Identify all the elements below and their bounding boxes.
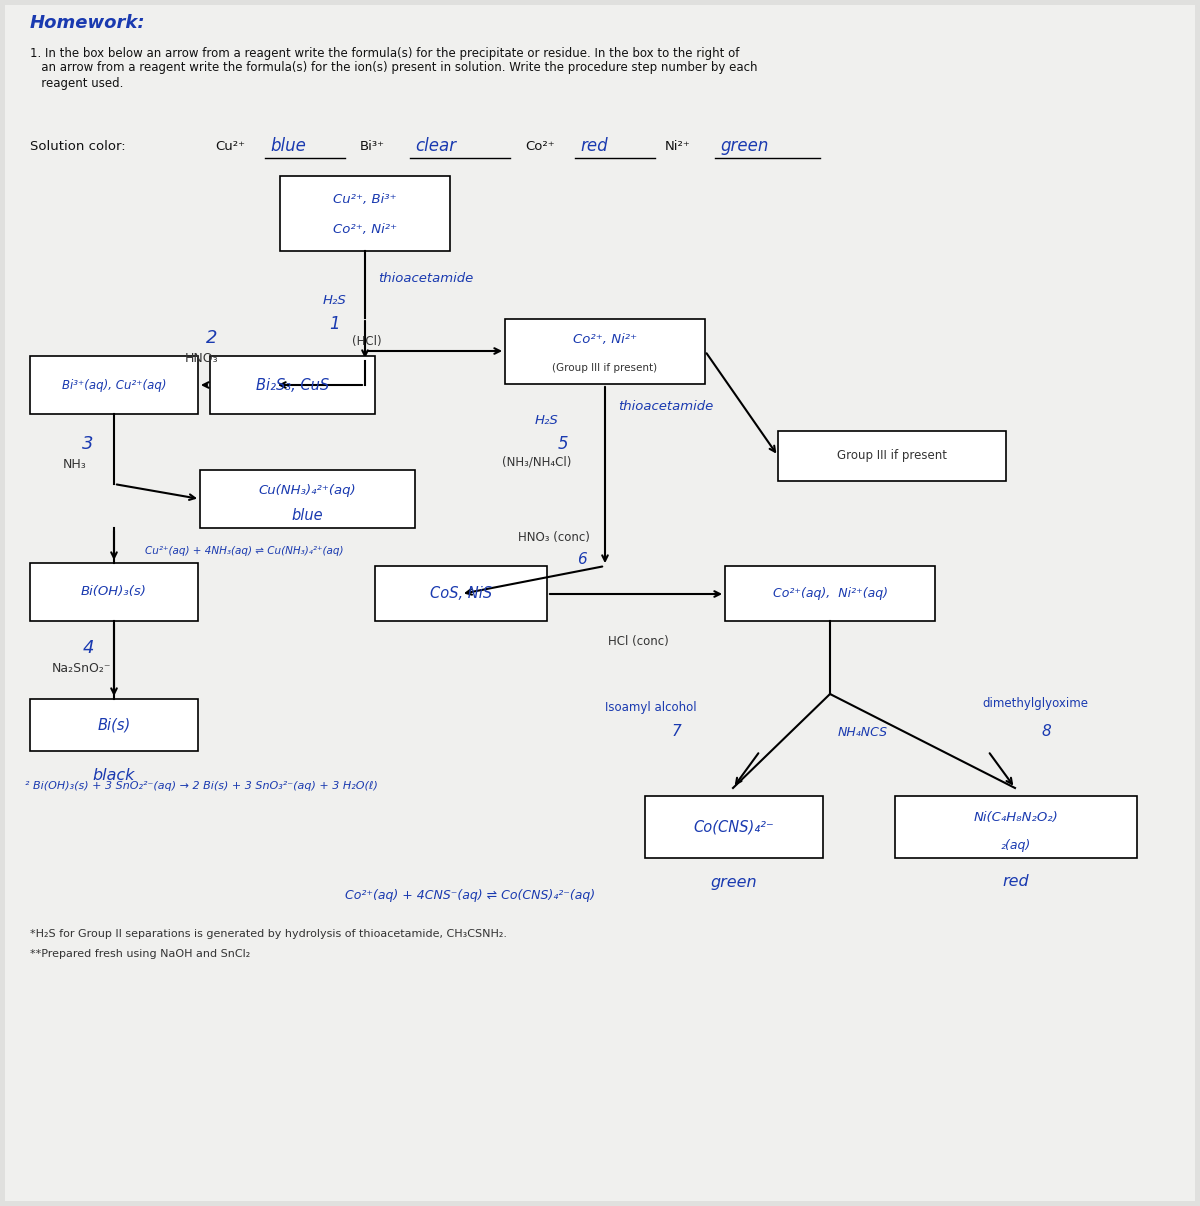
Text: 5: 5 xyxy=(558,435,569,453)
Bar xyxy=(30,356,198,414)
Text: Ni(C₄H₈N₂O₂): Ni(C₄H₈N₂O₂) xyxy=(973,812,1058,824)
Bar xyxy=(374,566,547,621)
Text: 4: 4 xyxy=(83,639,94,657)
Bar xyxy=(895,796,1138,857)
Text: H₂S: H₂S xyxy=(323,294,347,308)
Text: Ni²⁺: Ni²⁺ xyxy=(665,140,691,152)
Text: 6: 6 xyxy=(577,552,587,568)
Text: Solution color:: Solution color: xyxy=(30,140,126,152)
Text: 3: 3 xyxy=(83,435,94,453)
Text: ₂(aq): ₂(aq) xyxy=(1001,839,1031,853)
Text: 1: 1 xyxy=(330,315,341,333)
Text: Co²⁺: Co²⁺ xyxy=(526,140,554,152)
Text: (NH₃/NH₄Cl): (NH₃/NH₄Cl) xyxy=(502,456,571,468)
Text: Bi³⁺(aq), Cu²⁺(aq): Bi³⁺(aq), Cu²⁺(aq) xyxy=(61,379,167,392)
Text: thioacetamide: thioacetamide xyxy=(378,271,473,285)
Text: Co²⁺, Ni²⁺: Co²⁺, Ni²⁺ xyxy=(572,333,637,346)
Bar xyxy=(778,431,1006,481)
Text: CoS, NiS: CoS, NiS xyxy=(430,586,492,601)
Bar xyxy=(200,470,415,528)
Text: black: black xyxy=(92,767,136,783)
Text: clear: clear xyxy=(415,137,456,156)
Text: red: red xyxy=(1003,874,1030,890)
Text: Homework:: Homework: xyxy=(30,14,145,33)
Text: (HCl): (HCl) xyxy=(352,334,382,347)
Text: HCl (conc): HCl (conc) xyxy=(608,634,668,648)
Text: Co²⁺(aq),  Ni²⁺(aq): Co²⁺(aq), Ni²⁺(aq) xyxy=(773,587,888,601)
Text: blue: blue xyxy=(270,137,306,156)
Text: Bi(s): Bi(s) xyxy=(97,718,131,732)
Text: Bi³⁺: Bi³⁺ xyxy=(360,140,385,152)
Text: Bi₂S₃, CuS: Bi₂S₃, CuS xyxy=(256,377,329,392)
Bar xyxy=(725,566,935,621)
Text: **Prepared fresh using NaOH and SnCl₂: **Prepared fresh using NaOH and SnCl₂ xyxy=(30,949,251,959)
Bar xyxy=(30,563,198,621)
Text: Cu²⁺: Cu²⁺ xyxy=(215,140,245,152)
Text: Group III if present: Group III if present xyxy=(838,450,947,462)
Bar xyxy=(210,356,374,414)
Text: Cu²⁺(aq) + 4NH₃(aq) ⇌ Cu(NH₃)₄²⁺(aq): Cu²⁺(aq) + 4NH₃(aq) ⇌ Cu(NH₃)₄²⁺(aq) xyxy=(145,546,343,556)
Text: *H₂S for Group II separations is generated by hydrolysis of thioacetamide, CH₃CS: *H₂S for Group II separations is generat… xyxy=(30,929,508,939)
Bar xyxy=(30,699,198,751)
Bar xyxy=(280,176,450,251)
Text: (Group III if present): (Group III if present) xyxy=(552,363,658,373)
Text: Co(CNS)₄²⁻: Co(CNS)₄²⁻ xyxy=(694,820,774,835)
Text: Cu²⁺, Bi³⁺: Cu²⁺, Bi³⁺ xyxy=(334,193,397,206)
Text: ² Bi(OH)₃(s) + 3 SnO₂²⁻(aq) → 2 Bi(s) + 3 SnO₃²⁻(aq) + 3 H₂O(ℓ): ² Bi(OH)₃(s) + 3 SnO₂²⁻(aq) → 2 Bi(s) + … xyxy=(25,781,378,791)
Text: dimethylglyoxime: dimethylglyoxime xyxy=(982,697,1088,710)
Text: Co²⁺, Ni²⁺: Co²⁺, Ni²⁺ xyxy=(332,223,397,236)
Text: red: red xyxy=(580,137,607,156)
Text: Na₂SnO₂⁻: Na₂SnO₂⁻ xyxy=(52,662,112,674)
Bar xyxy=(646,796,823,857)
Text: 1. In the box below an arrow from a reagent write the formula(s) for the precipi: 1. In the box below an arrow from a reag… xyxy=(30,47,757,89)
Text: Cu(NH₃)₄²⁺(aq): Cu(NH₃)₄²⁺(aq) xyxy=(259,484,356,497)
Text: thioacetamide: thioacetamide xyxy=(618,399,713,412)
Text: HNO₃: HNO₃ xyxy=(185,351,218,364)
Text: Isoamyl alcohol: Isoamyl alcohol xyxy=(605,702,697,714)
Text: Co²⁺(aq) + 4CNS⁻(aq) ⇌ Co(CNS)₄²⁻(aq): Co²⁺(aq) + 4CNS⁻(aq) ⇌ Co(CNS)₄²⁻(aq) xyxy=(346,890,595,902)
Text: 2: 2 xyxy=(206,329,217,347)
Text: H₂S: H₂S xyxy=(535,415,559,427)
Text: NH₃: NH₃ xyxy=(64,457,86,470)
Text: green: green xyxy=(710,874,757,890)
Text: HNO₃ (conc): HNO₃ (conc) xyxy=(518,532,590,544)
Bar xyxy=(505,320,706,384)
Text: Bi(OH)₃(s): Bi(OH)₃(s) xyxy=(82,585,146,598)
Text: 8: 8 xyxy=(1042,725,1051,739)
Text: NH₄NCS: NH₄NCS xyxy=(838,726,888,738)
Text: green: green xyxy=(720,137,768,156)
Text: 7: 7 xyxy=(672,725,682,739)
Text: blue: blue xyxy=(292,508,323,522)
